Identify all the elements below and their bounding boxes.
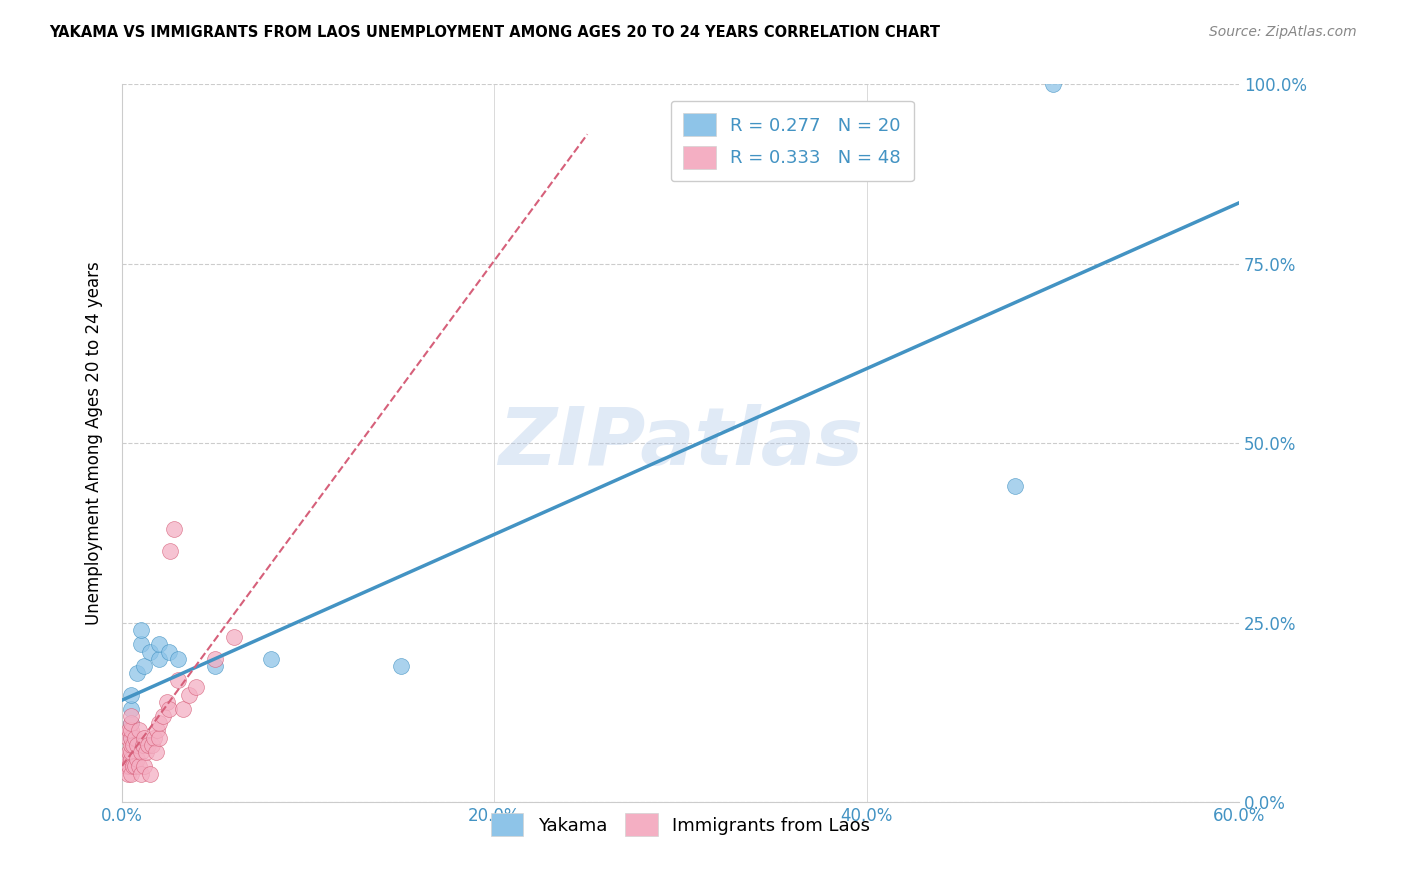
Text: YAKAMA VS IMMIGRANTS FROM LAOS UNEMPLOYMENT AMONG AGES 20 TO 24 YEARS CORRELATIO: YAKAMA VS IMMIGRANTS FROM LAOS UNEMPLOYM… — [49, 25, 941, 40]
Point — [120, 731, 142, 745]
Point — [129, 745, 152, 759]
Legend: Yakama, Immigrants from Laos: Yakama, Immigrants from Laos — [484, 805, 877, 844]
Point — [167, 651, 190, 665]
Point — [117, 731, 139, 745]
Point — [120, 716, 142, 731]
Point — [152, 709, 174, 723]
Point — [139, 766, 162, 780]
Point — [139, 644, 162, 658]
Point — [129, 637, 152, 651]
Point — [120, 709, 142, 723]
Point — [120, 702, 142, 716]
Point — [124, 738, 146, 752]
Point — [204, 659, 226, 673]
Point — [120, 688, 142, 702]
Point — [122, 738, 145, 752]
Point — [120, 752, 142, 766]
Point — [148, 716, 170, 731]
Point — [131, 738, 153, 752]
Point — [120, 752, 142, 766]
Point — [129, 623, 152, 637]
Point — [163, 523, 186, 537]
Point — [120, 738, 142, 752]
Point — [128, 759, 150, 773]
Point — [118, 745, 141, 759]
Point — [145, 745, 167, 759]
Point — [117, 766, 139, 780]
Point — [157, 644, 180, 658]
Y-axis label: Unemployment Among Ages 20 to 24 years: Unemployment Among Ages 20 to 24 years — [86, 261, 103, 625]
Point — [134, 659, 156, 673]
Text: Source: ZipAtlas.com: Source: ZipAtlas.com — [1209, 25, 1357, 39]
Point — [146, 723, 169, 738]
Point — [120, 745, 142, 759]
Point — [125, 666, 148, 681]
Point — [114, 759, 136, 773]
Point — [135, 745, 157, 759]
Point — [120, 731, 142, 745]
Point — [129, 766, 152, 780]
Point — [125, 738, 148, 752]
Point — [186, 681, 208, 695]
Point — [120, 723, 142, 738]
Point — [141, 738, 163, 752]
Point — [157, 702, 180, 716]
Point — [122, 759, 145, 773]
Point — [124, 731, 146, 745]
Point — [125, 752, 148, 766]
Point — [177, 688, 200, 702]
Point — [260, 651, 283, 665]
Point — [1042, 78, 1064, 92]
Point — [148, 651, 170, 665]
Point — [124, 759, 146, 773]
Point — [118, 759, 141, 773]
Point — [134, 759, 156, 773]
Point — [389, 659, 412, 673]
Point — [167, 673, 190, 688]
Point — [222, 630, 245, 644]
Point — [204, 651, 226, 665]
Text: ZIPatlas: ZIPatlas — [498, 404, 863, 483]
Point — [148, 637, 170, 651]
Point — [136, 738, 159, 752]
Point — [142, 731, 165, 745]
Point — [134, 731, 156, 745]
Point — [159, 544, 181, 558]
Point — [1004, 479, 1026, 493]
Point — [172, 702, 194, 716]
Point — [120, 716, 142, 731]
Point — [156, 695, 179, 709]
Point — [148, 731, 170, 745]
Point — [128, 723, 150, 738]
Point — [117, 752, 139, 766]
Point — [120, 766, 142, 780]
Point — [118, 723, 141, 738]
